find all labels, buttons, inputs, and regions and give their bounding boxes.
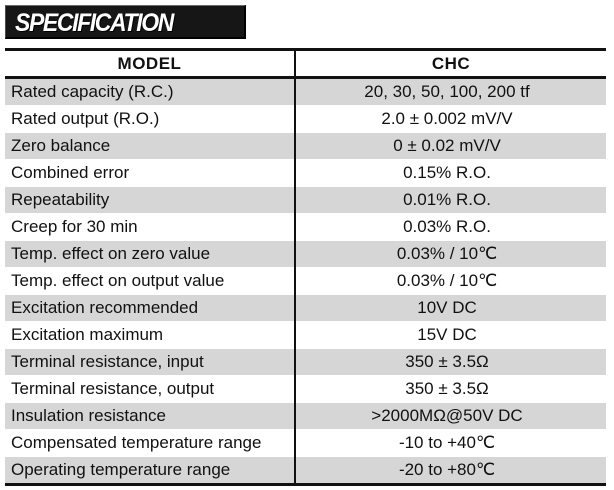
banner-title: SPECIFICATION	[15, 9, 174, 37]
header-chc: CHC	[295, 48, 606, 79]
row-label: Excitation recommended	[5, 294, 296, 322]
row-label: Temp. effect on output value	[5, 267, 296, 295]
row-label: Rated capacity (R.C.)	[5, 77, 296, 106]
row-label: Excitation maximum	[5, 321, 296, 349]
row-value: 10V DC	[295, 294, 606, 322]
row-value: 15V DC	[295, 321, 606, 349]
table-row: Insulation resistance >2000MΩ@50V DC	[5, 402, 606, 430]
row-label: Temp. effect on zero value	[5, 240, 296, 268]
table-row: Rated capacity (R.C.) 20, 30, 50, 100, 2…	[5, 77, 606, 106]
row-value: >2000MΩ@50V DC	[295, 402, 606, 430]
row-value: 0.01% R.O.	[295, 186, 606, 214]
row-label: Rated output (R.O.)	[5, 105, 296, 133]
header-model: MODEL	[5, 48, 296, 79]
row-value: 0.03% / 10℃	[295, 267, 606, 295]
specification-table: MODEL CHC Rated capacity (R.C.) 20, 30, …	[5, 48, 606, 486]
table-row: Terminal resistance, output 350 ± 3.5Ω	[5, 375, 606, 403]
row-label: Terminal resistance, output	[5, 375, 296, 403]
table-row: Creep for 30 min 0.03% R.O.	[5, 213, 606, 241]
row-label: Terminal resistance, input	[5, 348, 296, 376]
table-row: Repeatability 0.01% R.O.	[5, 186, 606, 214]
row-value: 0.03% / 10℃	[295, 240, 606, 268]
table-row: Temp. effect on zero value 0.03% / 10℃	[5, 240, 606, 268]
table-body: Rated capacity (R.C.) 20, 30, 50, 100, 2…	[5, 77, 606, 486]
row-value: 350 ± 3.5Ω	[295, 348, 606, 376]
table-row: Excitation recommended 10V DC	[5, 294, 606, 322]
row-value: 20, 30, 50, 100, 200 tf	[295, 77, 606, 106]
table-row: Compensated temperature range -10 to +40…	[5, 429, 606, 457]
row-label: Repeatability	[5, 186, 296, 214]
row-value: -20 to +80℃	[295, 456, 606, 486]
row-label: Insulation resistance	[5, 402, 296, 430]
header-row: MODEL CHC	[5, 48, 606, 79]
row-label: Zero balance	[5, 132, 296, 160]
row-label: Operating temperature range	[5, 456, 296, 486]
row-value: 0.03% R.O.	[295, 213, 606, 241]
row-value: 350 ± 3.5Ω	[295, 375, 606, 403]
table-row: Excitation maximum 15V DC	[5, 321, 606, 349]
specification-banner: SPECIFICATION	[5, 5, 246, 39]
row-value: 0 ± 0.02 mV/V	[295, 132, 606, 160]
row-label: Creep for 30 min	[5, 213, 296, 241]
table-row: Rated output (R.O.) 2.0 ± 0.002 mV/V	[5, 105, 606, 133]
table-row: Zero balance 0 ± 0.02 mV/V	[5, 132, 606, 160]
table-row: Operating temperature range -20 to +80℃	[5, 456, 606, 486]
row-value: 0.15% R.O.	[295, 159, 606, 187]
table-row: Terminal resistance, input 350 ± 3.5Ω	[5, 348, 606, 376]
row-value: -10 to +40℃	[295, 429, 606, 457]
row-label: Compensated temperature range	[5, 429, 296, 457]
row-value: 2.0 ± 0.002 mV/V	[295, 105, 606, 133]
table-header: MODEL CHC	[5, 48, 606, 79]
table-row: Combined error 0.15% R.O.	[5, 159, 606, 187]
row-label: Combined error	[5, 159, 296, 187]
table-row: Temp. effect on output value 0.03% / 10℃	[5, 267, 606, 295]
